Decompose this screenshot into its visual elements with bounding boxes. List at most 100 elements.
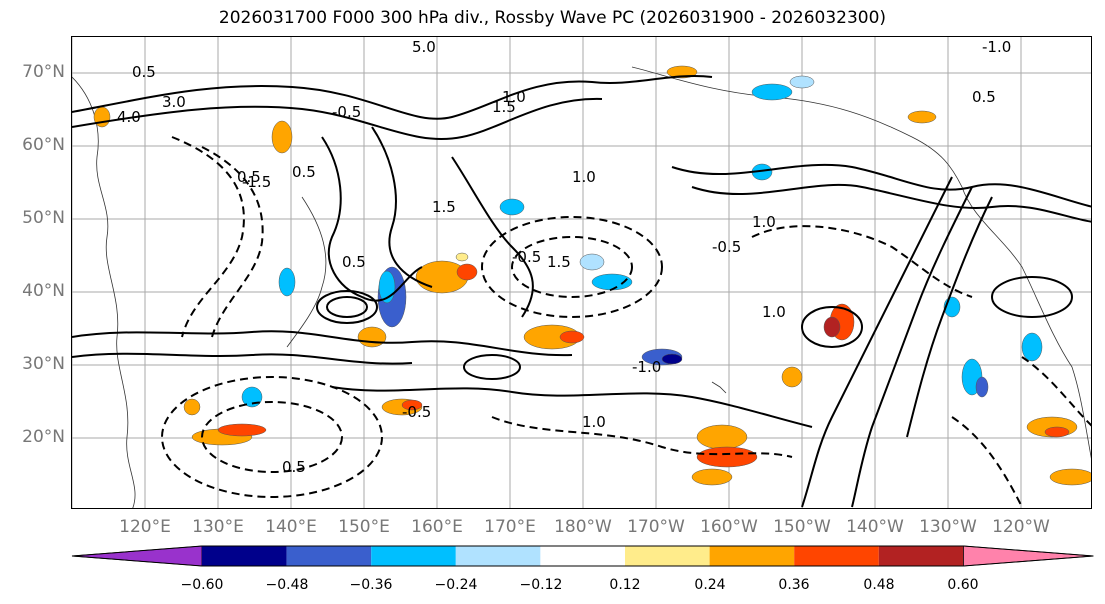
contour-label: 3.0 [162, 93, 186, 111]
lon-label: 140°E [251, 517, 331, 537]
divergence-patch [752, 84, 792, 100]
lat-label: 40°N [10, 281, 65, 301]
divergence-patch [824, 317, 840, 337]
colorbar-segment [625, 546, 710, 566]
colorbar-tick-label: −0.24 [426, 577, 486, 593]
divergence-patch [279, 268, 295, 296]
colorbar-tick-label: 0.60 [933, 577, 993, 593]
contour-label: -1.0 [982, 38, 1011, 56]
contour-dashed [1022, 357, 1092, 427]
lat-label: 50°N [10, 208, 65, 228]
colorbar-tick-label: −0.12 [511, 577, 571, 593]
contour-label: -0.5 [332, 103, 361, 121]
lon-label: 160°E [397, 517, 477, 537]
contour-label: -1.5 [242, 173, 271, 191]
coastline-asia [72, 77, 135, 509]
contour-label: 0.5 [342, 253, 366, 271]
contour-solid [852, 187, 972, 507]
lon-label: 160°W [689, 517, 769, 537]
contour-label: 1.0 [762, 303, 786, 321]
divergence-patch [457, 264, 477, 280]
colorbar-segment [202, 546, 287, 566]
map-plot-area[interactable]: 5.0 0.5 1.0 1.5 3.0 -0.5 -1.0 4.0 0.5 1.0 -0.5 1.5 0… [71, 36, 1092, 509]
colorbar-segment [287, 546, 372, 566]
divergence-patch [500, 199, 524, 215]
contour-dashed [952, 417, 1022, 507]
lon-label: 130°W [908, 517, 988, 537]
contour-solid [372, 127, 432, 287]
contour-label: -0.5 [712, 238, 741, 256]
lon-label: 150°W [762, 517, 842, 537]
contour-solid [72, 331, 572, 355]
lon-label: 150°E [324, 517, 404, 537]
divergence-patch [358, 327, 386, 347]
divergence-patch [272, 121, 292, 153]
divergence-patch [908, 111, 936, 123]
contour-label: 0.5 [972, 88, 996, 106]
colorbar [70, 545, 1094, 567]
negative-contours [162, 137, 1092, 507]
contour-closed [327, 297, 367, 317]
colorbar-tick-label: −0.48 [257, 577, 317, 593]
contour-solid [672, 165, 1092, 207]
lon-label: 170°W [616, 517, 696, 537]
coastline-hawaii [712, 382, 726, 393]
colorbar-segment [371, 546, 456, 566]
colorbar-segment [72, 546, 202, 566]
divergence-patch [1045, 427, 1069, 437]
divergence-patch [662, 354, 682, 364]
colorbar-segment [963, 546, 1093, 566]
lon-label: 120°W [981, 517, 1061, 537]
map-svg: 5.0 0.5 1.0 1.5 3.0 -0.5 -1.0 4.0 0.5 1.0 -0.5 1.5 0… [72, 37, 1092, 509]
contour-solid [452, 157, 533, 317]
contour-label: -0.5 [512, 248, 541, 266]
contour-label: 1.5 [432, 198, 456, 216]
lat-label: 60°N [10, 135, 65, 155]
contour-label: 5.0 [412, 38, 436, 56]
contour-labels: 5.0 0.5 1.0 1.5 3.0 -0.5 -1.0 4.0 0.5 1.0 -0.5 1.5 0… [117, 38, 1011, 476]
colorbar-segment [879, 546, 964, 566]
map-title: 2026031700 F000 300 hPa div., Rossby Wav… [0, 8, 1105, 28]
contour-label: 1.0 [752, 213, 776, 231]
colorbar-tick-label: −0.36 [341, 577, 401, 593]
lon-label: 170°E [470, 517, 550, 537]
colorbar-tick-label: −0.60 [172, 577, 232, 593]
colorbar-tick-label: 0.12 [595, 577, 655, 593]
contour-solid [72, 354, 412, 364]
colorbar-segment [710, 546, 795, 566]
lat-label: 70°N [10, 62, 65, 82]
divergence-patch [1022, 333, 1042, 361]
colorbar-segment [540, 546, 625, 566]
contour-label: 0.5 [292, 163, 316, 181]
divergence-patch [456, 253, 468, 261]
contour-label: 1.5 [492, 98, 516, 116]
divergence-patch [976, 377, 988, 397]
contour-closed [464, 355, 520, 379]
contour-solid [802, 177, 952, 507]
divergence-patch [782, 367, 802, 387]
contour-label: 0.5 [282, 458, 306, 476]
colorbar-tick-label: 0.36 [764, 577, 824, 593]
contour-label: 4.0 [117, 108, 141, 126]
contour-label: 1.5 [547, 253, 571, 271]
colorbar-tick-label: 0.24 [680, 577, 740, 593]
lon-label: 180°W [543, 517, 623, 537]
divergence-patch [697, 425, 747, 449]
contour-closed-dashed [512, 237, 632, 297]
divergence-patch [184, 399, 200, 415]
contour-dashed [172, 137, 244, 337]
contour-closed [992, 277, 1072, 317]
lat-label: 20°N [10, 427, 65, 447]
divergence-patch [697, 447, 757, 467]
divergence-patch [218, 424, 266, 436]
lat-label: 30°N [10, 354, 65, 374]
contour-label: 0.5 [132, 63, 156, 81]
divergence-patch [592, 274, 632, 290]
contour-label: -1.0 [632, 358, 661, 376]
contour-closed-dashed [482, 217, 662, 317]
contour-dashed [752, 226, 972, 297]
divergence-patch [580, 254, 604, 270]
colorbar-segment [794, 546, 879, 566]
contour-label: 1.0 [572, 168, 596, 186]
colorbar-tick-label: 0.48 [849, 577, 909, 593]
